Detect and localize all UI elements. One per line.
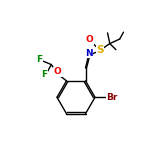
Text: O: O	[54, 67, 61, 76]
Text: Br: Br	[106, 93, 118, 102]
Text: N: N	[85, 49, 92, 58]
Text: F: F	[41, 70, 47, 79]
Text: S: S	[96, 45, 104, 55]
Text: F: F	[36, 55, 43, 64]
Text: O: O	[85, 35, 93, 44]
